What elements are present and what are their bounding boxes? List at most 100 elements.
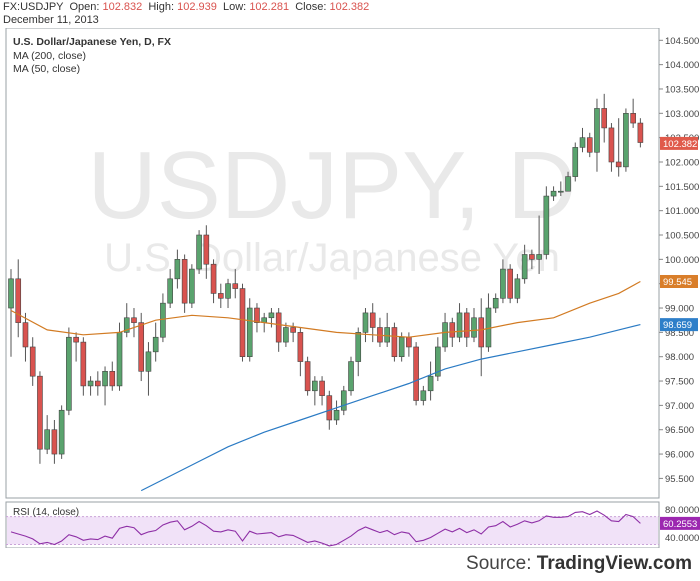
open-label: Open:: [69, 1, 100, 13]
candle-down: [181, 259, 188, 304]
candle-up: [340, 390, 347, 411]
candle-up: [514, 278, 521, 299]
rsi-line: [10, 510, 641, 547]
y-tick-label: 100.500: [665, 231, 699, 242]
candle-up: [116, 332, 123, 387]
candle-down: [22, 322, 29, 348]
candle-up: [145, 351, 152, 372]
candle-up: [268, 312, 275, 319]
candle-up: [160, 302, 166, 338]
candle-up: [8, 278, 14, 309]
y-tick-label: 101.000: [665, 206, 699, 217]
price-label-box: [660, 136, 698, 150]
candle-down: [615, 161, 622, 168]
candle-down: [51, 429, 58, 455]
candle-down: [254, 307, 260, 323]
chart-title: U.S. Dollar/Japanese Yen, D, FX: [13, 36, 171, 48]
candle-up: [550, 190, 557, 197]
close-value: 102.382: [329, 1, 370, 13]
candle-up: [87, 380, 94, 387]
main-pane-frame: [5, 28, 660, 499]
candle-down: [290, 327, 296, 333]
rsi-title: RSI (14, close): [13, 507, 79, 518]
y-tick-label: 95.500: [665, 474, 694, 485]
candle-down: [449, 322, 456, 338]
candle-down: [239, 288, 246, 358]
close-label: Close:: [295, 1, 327, 13]
price-label-box: [660, 318, 698, 332]
candle-up: [225, 283, 231, 299]
candle-down: [15, 278, 22, 323]
candle-up: [492, 297, 499, 309]
candle-down: [406, 336, 412, 348]
candle-up: [66, 336, 72, 411]
candle-up: [196, 234, 202, 270]
date-label: December 11, 2013: [3, 14, 99, 26]
y-tick-label: 104.000: [665, 60, 699, 71]
candle-down: [95, 380, 101, 387]
candle-down: [232, 283, 239, 289]
candle-up: [58, 409, 65, 455]
candle-up: [102, 371, 108, 387]
candle-up: [384, 327, 390, 343]
price-label: 102.382: [663, 139, 697, 150]
candle-up: [471, 317, 477, 338]
candle-up: [623, 113, 629, 168]
candle-up: [572, 147, 579, 177]
candle-down: [37, 375, 43, 450]
candle-down: [297, 332, 304, 362]
candle-up: [174, 259, 181, 280]
candle-up: [333, 409, 340, 421]
high-value: 102.939: [177, 1, 217, 13]
candle-down: [210, 263, 217, 294]
watermark-symbol: USDJPY, D: [87, 132, 576, 239]
price-chart[interactable]: USDJPY, DU.S. Dollar/Japanese Yen 104.500…: [0, 28, 700, 548]
low-value: 102.281: [249, 1, 290, 13]
candle-up: [420, 390, 427, 401]
candle-up: [362, 312, 369, 333]
y-tick-label: 97.500: [665, 377, 694, 388]
candle-up: [543, 195, 550, 255]
y-tick-label: 101.500: [665, 182, 699, 193]
candle-up: [435, 346, 441, 377]
candle-down: [601, 108, 608, 129]
candle-down: [304, 361, 311, 392]
price-label: 99.545: [663, 277, 692, 288]
candle-down: [463, 312, 470, 338]
candle-down: [138, 322, 145, 372]
candle-up: [500, 268, 506, 299]
y-tick-label: 98.000: [665, 352, 694, 363]
candle-down: [73, 336, 79, 343]
rsi-y-tick-label: 80.0000: [665, 505, 699, 516]
candle-down: [217, 293, 224, 299]
high-label: High:: [148, 1, 175, 13]
candle-up: [167, 278, 173, 304]
low-label: Low:: [223, 1, 247, 13]
symbol-label: FX:USDJPY: [3, 1, 64, 13]
rsi-band: [7, 516, 658, 545]
ma200-line: [140, 324, 641, 492]
open-value: 102.832: [102, 1, 143, 13]
candle-up: [44, 429, 50, 450]
price-label: 98.659: [663, 320, 692, 331]
candle-down: [608, 127, 615, 163]
candle-down: [29, 346, 36, 377]
candle-up: [398, 336, 405, 358]
candle-up: [442, 322, 448, 348]
y-tick-label: 103.500: [665, 84, 699, 95]
source-credit: Source: TradingView.com: [466, 553, 692, 575]
y-tick-label: 100.000: [665, 255, 699, 266]
rsi-value-label: 60.2553: [663, 519, 697, 530]
candle-up: [521, 254, 528, 280]
legend-entry: MA (50, close): [13, 63, 80, 75]
candle-up: [579, 137, 586, 148]
candle-down: [109, 371, 116, 387]
candle-down: [326, 395, 333, 421]
candle-down: [586, 137, 593, 153]
candle-up: [189, 268, 195, 304]
legend-entry: MA (200, close): [13, 50, 86, 62]
watermark-name: U.S. Dollar/Japanese Yen: [104, 236, 560, 280]
candle-down: [507, 268, 513, 299]
candle-down: [131, 317, 137, 323]
rsi-y-tick-label: 40.0000: [665, 533, 699, 544]
